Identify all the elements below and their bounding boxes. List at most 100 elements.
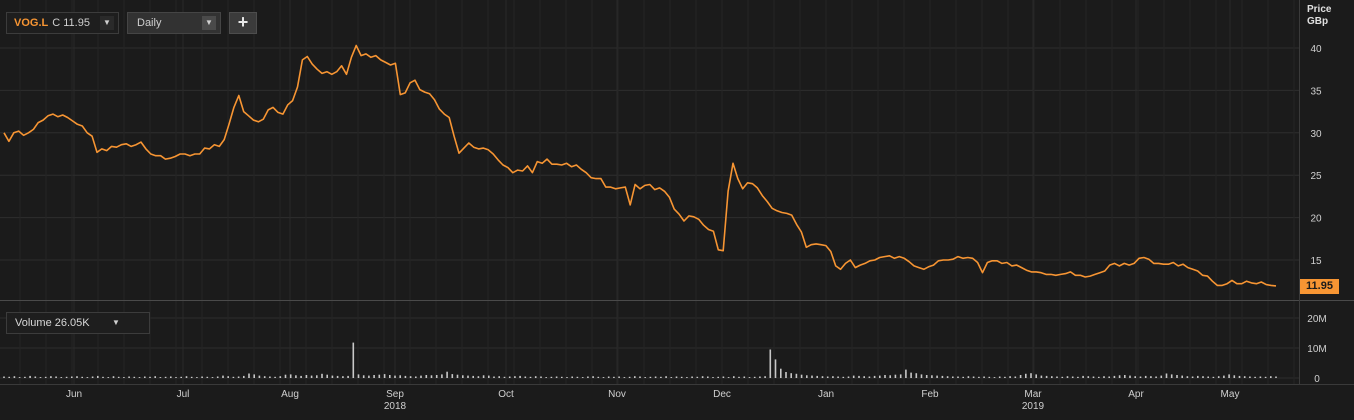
volume-bar bbox=[352, 342, 355, 378]
volume-bar bbox=[534, 376, 537, 378]
volume-bar bbox=[274, 376, 276, 378]
volume-bar bbox=[634, 376, 636, 378]
volume-bar bbox=[331, 375, 334, 378]
volume-bar bbox=[1160, 375, 1163, 378]
volume-bar bbox=[1118, 375, 1121, 378]
volume-bar bbox=[936, 375, 938, 378]
month-tick-label: Nov bbox=[608, 389, 626, 400]
volume-bar bbox=[717, 376, 719, 378]
volume-bar bbox=[1124, 375, 1126, 378]
volume-bar bbox=[905, 369, 907, 378]
volume-bar bbox=[1077, 376, 1079, 378]
chevron-down-icon[interactable]: ▼ bbox=[100, 16, 114, 30]
volume-bar bbox=[65, 376, 68, 378]
volume-bar bbox=[691, 376, 693, 378]
volume-bar bbox=[269, 376, 271, 378]
volume-bar bbox=[686, 377, 688, 378]
volume-axis-ticks: 0 10M 20M bbox=[1307, 314, 1326, 385]
volume-bar bbox=[696, 376, 699, 378]
volume-bar bbox=[1082, 375, 1084, 378]
volume-bar bbox=[701, 376, 704, 378]
volume-bar bbox=[1207, 376, 1209, 378]
volume-bar bbox=[519, 375, 521, 378]
volume-bar bbox=[607, 376, 610, 378]
volume-bar bbox=[826, 376, 829, 378]
volume-bar bbox=[941, 375, 944, 378]
volume-bar bbox=[420, 375, 422, 378]
volume-bar bbox=[441, 374, 443, 378]
month-tick-label: Feb bbox=[921, 389, 939, 400]
volume-bar bbox=[1202, 376, 1204, 378]
volume-bar bbox=[321, 373, 323, 378]
volume-bar bbox=[300, 375, 302, 378]
volume-bar bbox=[879, 375, 881, 378]
volume-bar bbox=[295, 375, 297, 378]
add-indicator-button[interactable]: + bbox=[229, 12, 257, 34]
volume-bar bbox=[149, 376, 151, 378]
volume-bar bbox=[18, 377, 21, 378]
volume-bar bbox=[342, 376, 344, 378]
volume-bar bbox=[733, 376, 735, 378]
price-tick-label: 40 bbox=[1310, 44, 1322, 55]
volume-bar bbox=[394, 375, 396, 378]
volume-selector[interactable]: Volume 26.05K ▼ bbox=[6, 312, 150, 334]
volume-bar bbox=[86, 377, 89, 378]
volume-bar bbox=[326, 374, 328, 378]
month-tick-label: Oct bbox=[498, 389, 514, 400]
symbol-selector[interactable]: VOG.L C 11.95 ▼ bbox=[6, 12, 119, 34]
volume-bar bbox=[680, 376, 683, 378]
volume-bar bbox=[1139, 376, 1142, 378]
volume-bar bbox=[389, 375, 391, 378]
volume-bar bbox=[467, 375, 469, 378]
volume-bar bbox=[946, 376, 949, 378]
volume-bar bbox=[654, 376, 657, 378]
price-axis-title-line1: Price bbox=[1307, 4, 1332, 15]
volume-bars bbox=[3, 342, 1277, 378]
price-tick-label: 20 bbox=[1310, 214, 1322, 225]
volume-bar bbox=[707, 376, 709, 378]
volume-bar bbox=[76, 376, 78, 378]
volume-bar bbox=[623, 377, 626, 378]
price-axis-title-line2: GBp bbox=[1307, 16, 1329, 27]
chevron-down-icon[interactable]: ▼ bbox=[112, 318, 120, 327]
month-tick-label: May bbox=[1221, 389, 1240, 400]
volume-bar bbox=[920, 374, 923, 378]
volume-bar bbox=[1087, 376, 1090, 378]
volume-bar bbox=[60, 377, 63, 378]
price-tick-label: 35 bbox=[1310, 86, 1322, 97]
volume-bar bbox=[1233, 375, 1236, 378]
volume-bar bbox=[852, 375, 855, 378]
volume-bar bbox=[347, 375, 349, 378]
volume-bar bbox=[1019, 375, 1022, 378]
interval-dropdown[interactable]: Daily ▼ bbox=[127, 12, 221, 34]
volume-bar bbox=[628, 376, 631, 378]
volume-bar bbox=[884, 375, 886, 378]
volume-bar bbox=[144, 376, 146, 378]
volume-bar bbox=[24, 376, 26, 378]
chevron-down-icon[interactable]: ▼ bbox=[202, 16, 216, 30]
volume-bar bbox=[1197, 375, 1199, 378]
price-tick-label: 15 bbox=[1310, 256, 1322, 267]
volume-bar bbox=[1071, 376, 1074, 378]
volume-bar bbox=[644, 377, 646, 378]
close-price-text: C 11.95 bbox=[52, 17, 90, 29]
volume-bar bbox=[123, 377, 125, 378]
price-series-line[interactable] bbox=[3, 44, 1277, 287]
volume-bar bbox=[1056, 376, 1058, 378]
volume-bar bbox=[894, 374, 897, 378]
volume-bar bbox=[50, 376, 52, 378]
volume-bar bbox=[263, 376, 266, 378]
volume-bar bbox=[1066, 376, 1069, 378]
year-tick-label: 2019 bbox=[1022, 401, 1045, 412]
volume-bar bbox=[81, 376, 83, 378]
volume-bar bbox=[1129, 375, 1131, 378]
volume-bar bbox=[34, 376, 37, 378]
volume-bar bbox=[769, 349, 772, 378]
volume-bar bbox=[1061, 376, 1064, 378]
volume-bar bbox=[1275, 376, 1277, 378]
volume-bar bbox=[842, 376, 845, 378]
volume-bar bbox=[660, 376, 662, 378]
interval-value: Daily bbox=[137, 17, 162, 29]
